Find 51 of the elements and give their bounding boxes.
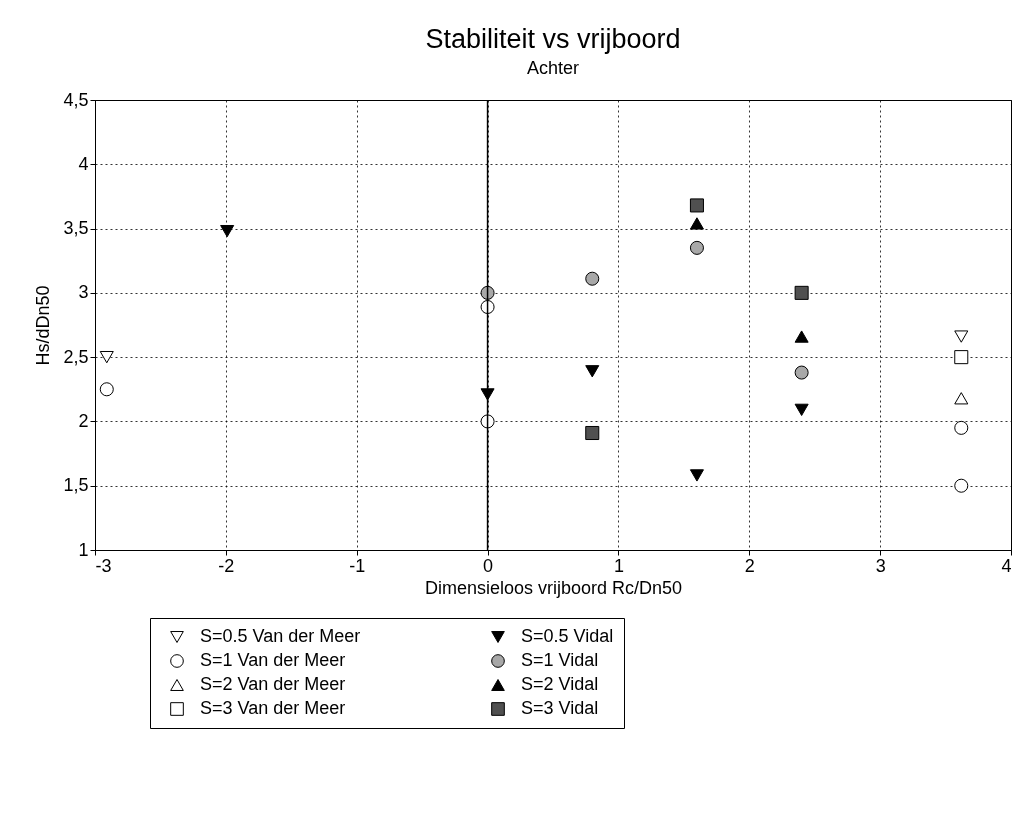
point [480,414,495,429]
point [689,469,704,482]
x-tick-label: 1 [613,555,624,576]
legend-label: S=2 Vidal [521,674,599,694]
y-tick-label: 4,5 [63,89,89,110]
point [480,285,495,300]
point [689,240,704,255]
point [954,330,969,343]
chart-subtitle: Achter [526,58,580,78]
point [954,392,969,405]
y-tick-label: 4 [78,153,89,174]
point [954,350,969,365]
x-axis-title: Dimensieloos vrijboord Rc/Dn50 [424,577,683,598]
point [99,351,114,364]
y-tick-label: 1 [78,539,89,560]
legend-label: S=1 Vidal [521,650,599,670]
point [794,365,809,380]
point [585,271,600,286]
point [954,420,969,435]
point [794,330,809,343]
x-tick-label: -3 [95,555,112,576]
x-tick-label: -2 [218,555,235,576]
x-tick-label: 3 [875,555,886,576]
point [689,198,704,213]
x-tick-label: -1 [349,555,366,576]
x-tick-label: 0 [483,555,494,576]
y-tick-label: 1,5 [63,475,89,496]
point [689,217,704,230]
y-tick-label: 3 [78,282,89,303]
legend-label: S=3 Vidal [521,698,599,718]
y-tick-label: 2,5 [63,346,89,367]
x-tick-label: 4 [1001,555,1012,576]
x-tick-label: 2 [744,555,755,576]
point [99,382,114,397]
y-tick-label: 3,5 [63,218,89,239]
point [480,299,495,315]
point [480,388,495,401]
legend-label: S=0.5 Van der Meer [200,626,361,646]
point [794,285,809,300]
legend-label: S=3 Van der Meer [200,698,346,718]
legend-label: S=1 Van der Meer [200,650,346,670]
legend-label: S=0.5 Vidal [521,626,614,646]
chart-title: Stabiliteit vs vrijboord [425,24,681,54]
point [794,403,809,416]
legend-label: S=2 Van der Meer [200,674,346,694]
y-axis-title: Hs/dDn50 [33,285,54,366]
point [220,225,235,238]
point [585,365,600,378]
point [585,425,600,441]
y-tick-label: 2 [78,410,89,431]
point [954,478,969,493]
